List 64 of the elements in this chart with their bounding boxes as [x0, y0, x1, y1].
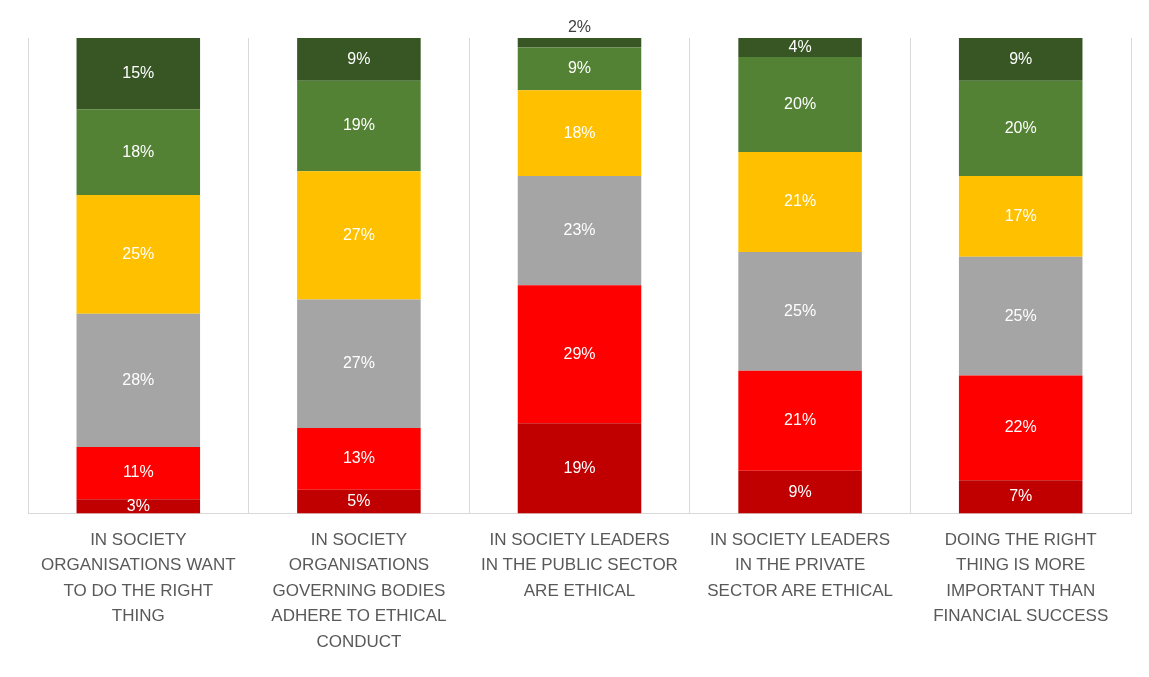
x-tick-label: IN SOCIETY ORGANISATIONS GOVERNING BODIES ADHERE TO ETHICAL CONDUCT — [271, 529, 447, 651]
data-label: 21% — [784, 192, 817, 210]
bar — [76, 446, 201, 500]
data-label: 17% — [1004, 206, 1037, 224]
data-label: 19% — [563, 458, 596, 476]
bar — [297, 38, 421, 81]
bar — [297, 171, 421, 300]
bar — [958, 256, 1083, 376]
data-label: 11% — [122, 463, 154, 481]
data-label: 9% — [1009, 49, 1033, 67]
bar — [76, 109, 201, 195]
bar — [738, 57, 862, 153]
data-label: 9% — [567, 59, 592, 77]
bar — [738, 251, 862, 371]
data-label: 29% — [563, 344, 596, 362]
bar — [958, 175, 1083, 257]
bar — [517, 38, 642, 48]
data-label: 27% — [342, 225, 375, 243]
bar — [76, 38, 201, 110]
data-label: 20% — [784, 94, 817, 112]
data-label: 2% — [567, 18, 592, 36]
bar — [297, 299, 421, 428]
bar — [297, 489, 421, 514]
bar — [738, 38, 862, 58]
data-label: 4% — [788, 37, 812, 55]
data-label: 15% — [122, 64, 155, 82]
bar — [297, 427, 421, 490]
data-label: 27% — [342, 354, 375, 372]
bar — [517, 175, 642, 286]
bar — [76, 194, 201, 314]
bar — [738, 470, 862, 514]
bar — [958, 375, 1083, 481]
x-tick-label: DOING THE RIGHT THING IS MORE IMPORTANT THAN FINANCIAL SUCCESS — [933, 529, 1109, 626]
bar — [76, 313, 201, 447]
bar — [517, 285, 642, 424]
data-label: 5% — [347, 492, 371, 510]
bar — [517, 47, 642, 91]
data-label: 7% — [1009, 487, 1033, 505]
data-label: 25% — [784, 301, 817, 319]
data-label: 23% — [563, 220, 596, 238]
bar — [958, 480, 1083, 514]
data-label: 28% — [122, 370, 155, 388]
data-label: 19% — [342, 116, 375, 134]
bar — [958, 38, 1083, 81]
x-tick-label: IN SOCIETY LEADERS IN THE PRIVATE SECTOR ARE ETHICAL — [707, 529, 893, 600]
data-label: 18% — [563, 123, 596, 141]
data-label: 18% — [122, 142, 155, 160]
bar — [738, 370, 862, 471]
x-tick-label: IN SOCIETY ORGANISATIONS WANT TO DO THE RIGHT THING — [41, 529, 236, 626]
bar — [517, 90, 642, 176]
data-label: 9% — [788, 482, 812, 500]
bar — [517, 423, 642, 514]
data-label: 3% — [126, 496, 150, 514]
data-label: 13% — [342, 449, 375, 467]
data-label: 25% — [1004, 306, 1037, 324]
bar — [738, 152, 862, 252]
data-label: 20% — [1004, 118, 1037, 136]
data-label: 22% — [1004, 418, 1037, 436]
data-label: 25% — [122, 244, 155, 262]
data-label: 21% — [784, 411, 817, 429]
data-label: 9% — [347, 49, 371, 67]
bar — [958, 80, 1083, 176]
x-tick-label: IN SOCIETY LEADERS IN THE PUBLIC SECTOR ARE ETHICAL — [481, 529, 678, 600]
bar — [297, 80, 421, 172]
